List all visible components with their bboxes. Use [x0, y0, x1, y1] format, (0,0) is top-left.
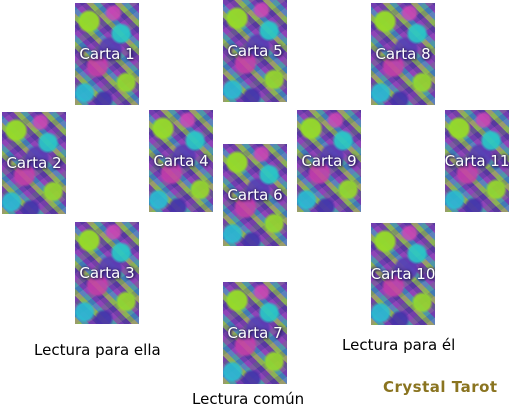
tarot-card-2[interactable]: Carta 2 [2, 112, 66, 214]
card-label: Carta 11 [445, 152, 509, 170]
card-label: Carta 1 [79, 45, 135, 63]
card-label: Carta 3 [79, 264, 135, 282]
card-label: Carta 4 [153, 152, 209, 170]
card-label: Carta 7 [227, 324, 283, 342]
caption-lectura-ella: Lectura para ella [34, 341, 161, 359]
card-label: Carta 2 [6, 154, 62, 172]
brand-logo-text: Crystal Tarot [383, 378, 498, 396]
card-label: Carta 9 [301, 152, 357, 170]
tarot-card-11[interactable]: Carta 11 [445, 110, 509, 212]
tarot-card-3[interactable]: Carta 3 [75, 222, 139, 324]
tarot-card-8[interactable]: Carta 8 [371, 3, 435, 105]
tarot-card-10[interactable]: Carta 10 [371, 223, 435, 325]
caption-lectura-el: Lectura para él [342, 336, 456, 354]
caption-lectura-comun: Lectura común [192, 390, 305, 408]
tarot-card-7[interactable]: Carta 7 [223, 282, 287, 384]
tarot-card-5[interactable]: Carta 5 [223, 0, 287, 102]
card-label: Carta 10 [371, 265, 435, 283]
tarot-card-9[interactable]: Carta 9 [297, 110, 361, 212]
card-label: Carta 8 [375, 45, 431, 63]
card-label: Carta 5 [227, 42, 283, 60]
tarot-card-4[interactable]: Carta 4 [149, 110, 213, 212]
tarot-card-1[interactable]: Carta 1 [75, 3, 139, 105]
card-label: Carta 6 [227, 186, 283, 204]
tarot-card-6[interactable]: Carta 6 [223, 144, 287, 246]
